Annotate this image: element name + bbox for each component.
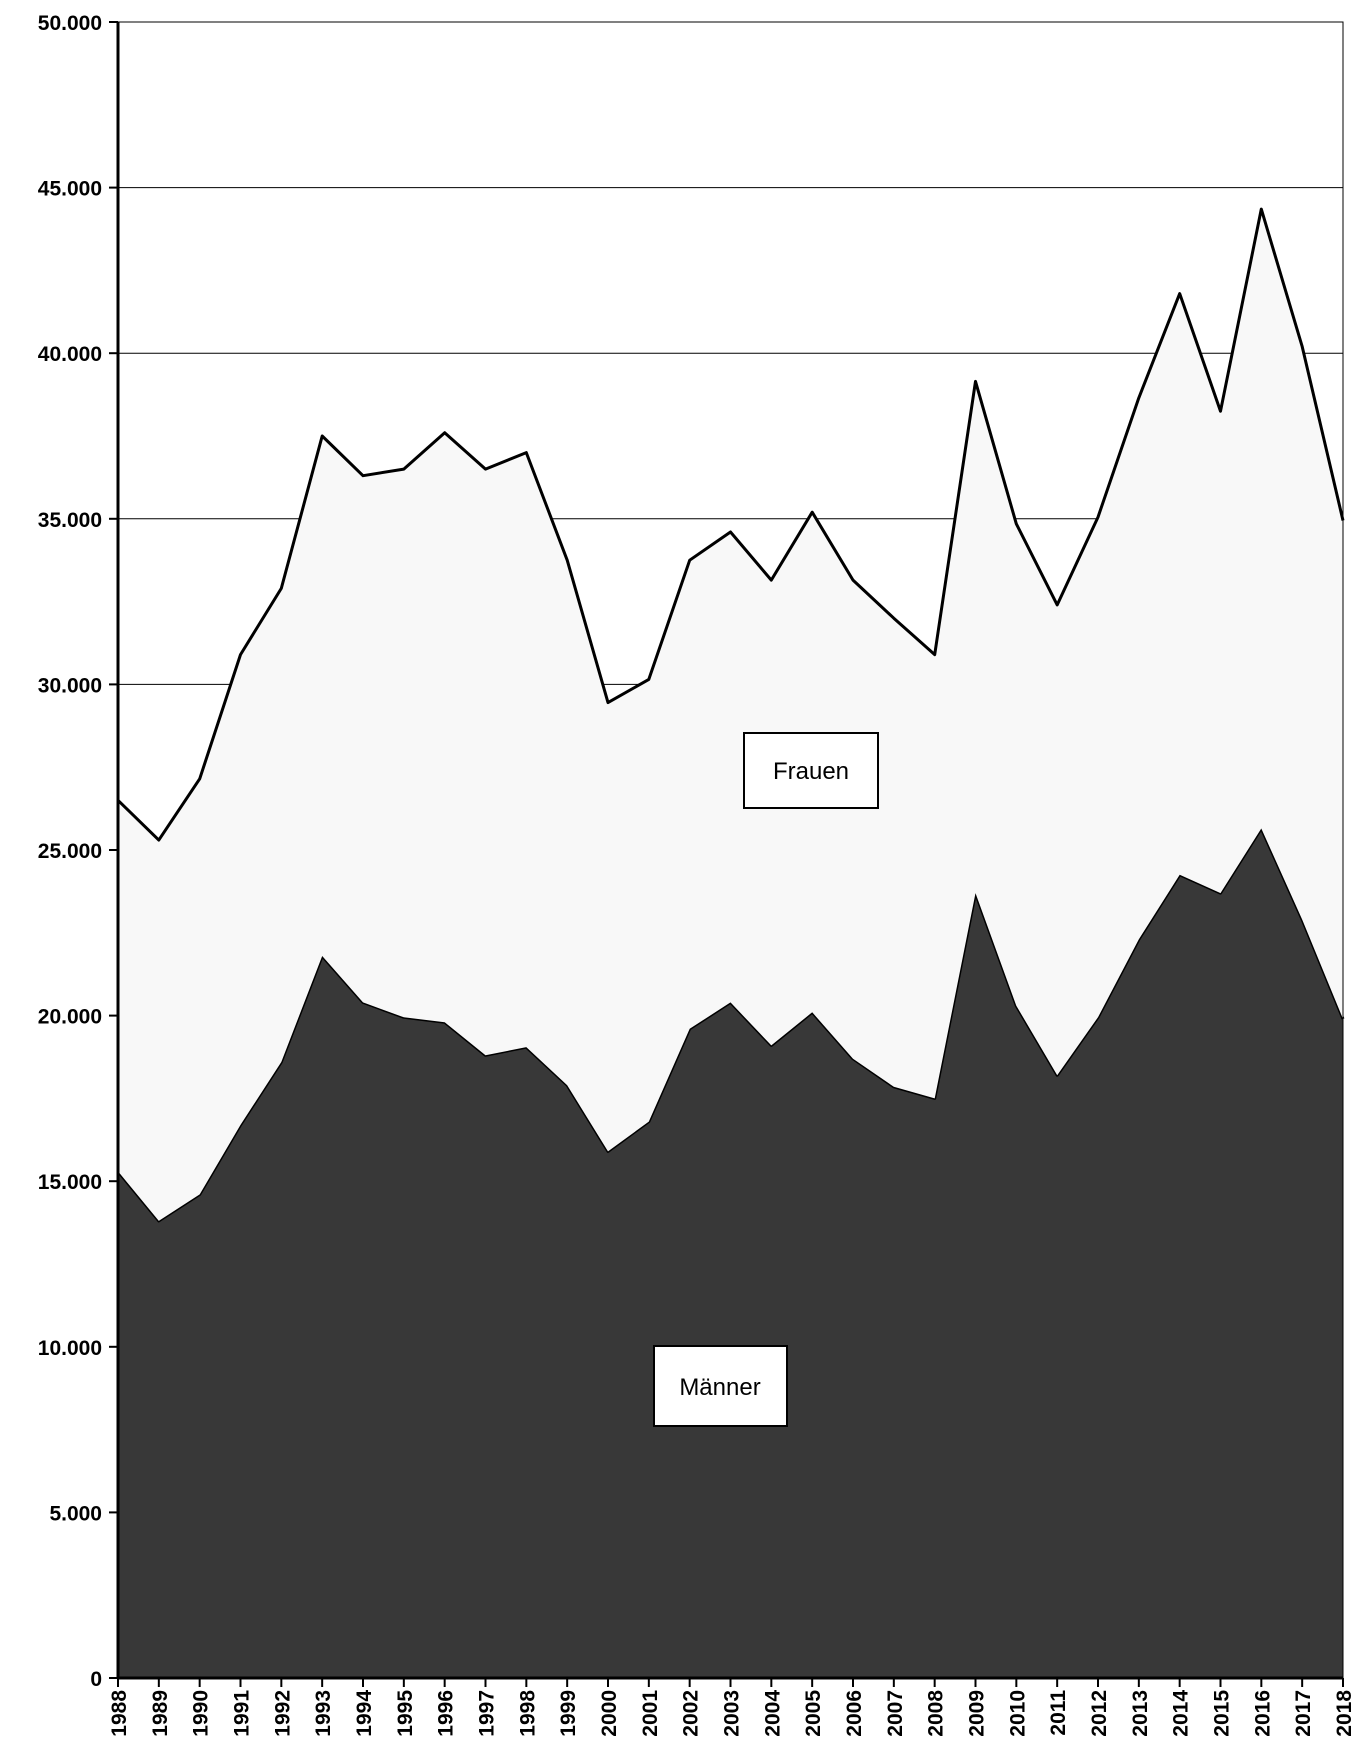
x-tick-label: 1989	[149, 1690, 172, 1737]
x-tick-label: 2007	[884, 1690, 907, 1737]
x-tick-label: 1995	[394, 1690, 417, 1737]
x-tick-label: 1996	[435, 1690, 458, 1737]
x-tick-label: 1991	[231, 1690, 254, 1737]
x-tick-label: 2008	[925, 1690, 948, 1737]
y-tick-label: 45.000	[38, 178, 102, 201]
x-tick-label: 1988	[108, 1690, 131, 1737]
x-axis: 1988 1989 1990 1991 1992 1993 1994 1995 1996 1997…	[108, 1678, 1356, 1737]
y-tick-label: 30.000	[38, 674, 102, 697]
y-tick-label: 10.000	[38, 1337, 102, 1360]
y-tick-label: 20.000	[38, 1006, 102, 1029]
x-tick-label: 2006	[843, 1690, 866, 1737]
frauen-label-box: Frauen	[743, 732, 879, 809]
x-tick-label: 2001	[639, 1690, 662, 1737]
x-tick-label: 2017	[1292, 1690, 1315, 1737]
x-tick-label: 1998	[516, 1690, 539, 1737]
y-tick-label: 35.000	[38, 509, 102, 532]
y-axis: 0 5.000 10.000 15.000 20.000 25.000 30.000 35.0…	[38, 12, 118, 1691]
maenner-label: Männer	[679, 1374, 760, 1401]
x-tick-label: 1999	[557, 1690, 580, 1737]
x-tick-label: 1997	[476, 1690, 499, 1737]
x-tick-label: 2009	[966, 1690, 989, 1737]
x-tick-label: 2015	[1211, 1690, 1234, 1737]
y-tick-label: 25.000	[38, 840, 102, 863]
x-tick-label: 2014	[1170, 1690, 1193, 1737]
x-tick-label: 2010	[1006, 1690, 1029, 1737]
x-tick-label: 1994	[353, 1690, 376, 1737]
y-tick-label: 0	[90, 1668, 102, 1691]
x-tick-label: 2018	[1333, 1690, 1356, 1737]
x-tick-label: 1992	[271, 1690, 294, 1737]
x-tick-label: 2002	[680, 1690, 703, 1737]
x-tick-label: 2000	[598, 1690, 621, 1737]
x-tick-label: 2003	[721, 1690, 744, 1737]
frauen-label: Frauen	[773, 758, 849, 785]
area-layers	[116, 207, 1345, 1678]
x-tick-label: 2012	[1088, 1690, 1111, 1737]
maenner-label-box: Männer	[653, 1345, 788, 1427]
x-tick-label: 2016	[1251, 1690, 1274, 1737]
x-tick-label: 2011	[1047, 1690, 1070, 1736]
line-frauen	[116, 207, 1345, 842]
y-tick-label: 15.000	[38, 1171, 102, 1194]
x-tick-label: 1990	[190, 1690, 213, 1737]
x-tick-label: 1993	[312, 1690, 335, 1737]
y-tick-label: 40.000	[38, 343, 102, 366]
x-tick-label: 2013	[1129, 1690, 1152, 1737]
y-tick-label: 5.000	[49, 1502, 102, 1525]
area-frauen	[118, 209, 1343, 1221]
x-tick-label: 2005	[802, 1690, 825, 1737]
y-tick-label: 50.000	[38, 12, 102, 35]
x-tick-label: 2004	[761, 1690, 784, 1737]
